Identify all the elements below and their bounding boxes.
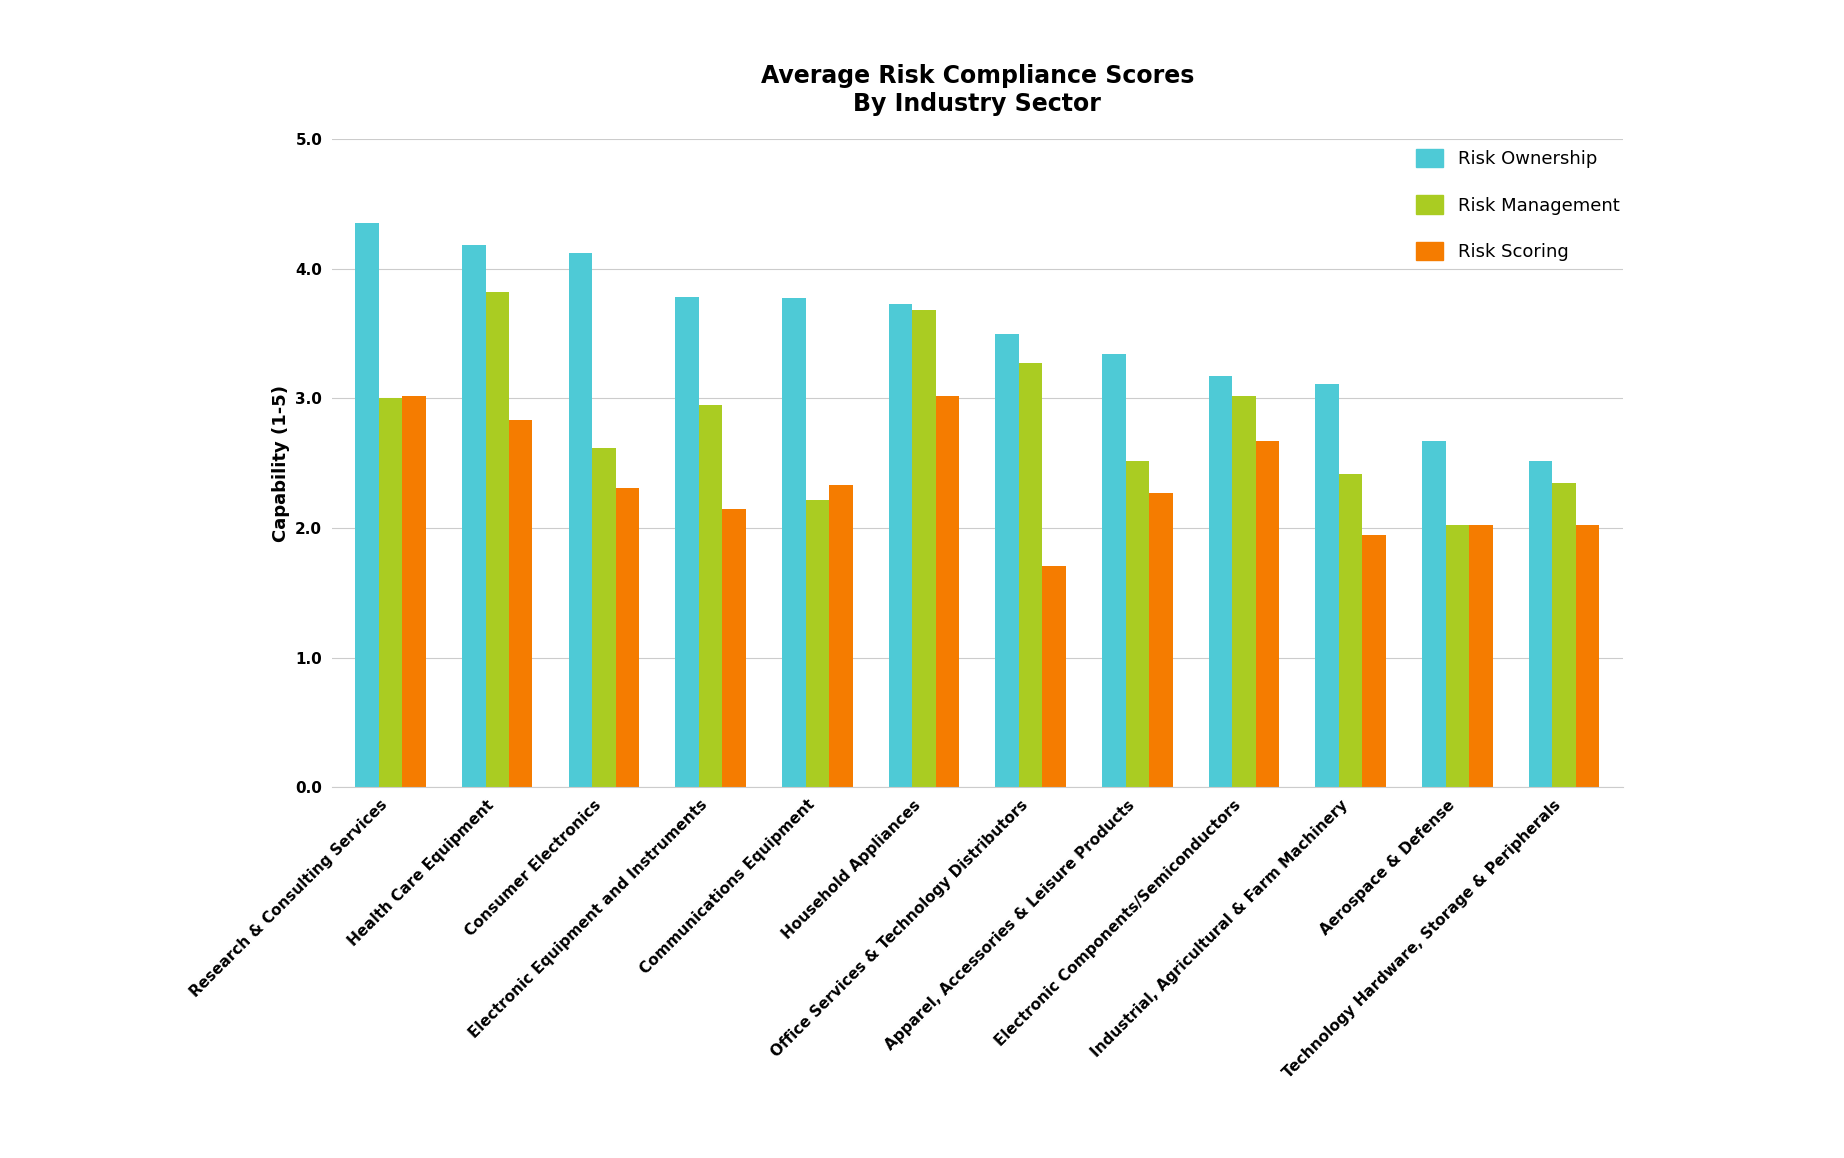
Bar — [699, 405, 723, 787]
Bar — [356, 223, 378, 787]
Y-axis label: Capability (1-5): Capability (1-5) — [271, 384, 290, 542]
Bar — [1232, 396, 1256, 787]
Bar — [509, 420, 533, 787]
Bar — [568, 254, 592, 787]
Bar — [782, 299, 806, 787]
Legend: Risk Ownership, Risk Management, Risk Scoring: Risk Ownership, Risk Management, Risk Sc… — [1409, 141, 1626, 269]
Bar — [616, 488, 640, 787]
Bar — [463, 245, 485, 787]
Bar — [1363, 535, 1387, 787]
Bar — [675, 298, 699, 787]
Bar — [1315, 384, 1339, 787]
Bar — [1339, 474, 1363, 787]
Bar — [1149, 493, 1173, 787]
Bar — [913, 310, 935, 787]
Bar — [806, 499, 830, 787]
Bar — [1210, 376, 1232, 787]
Bar — [592, 448, 616, 787]
Bar — [1470, 526, 1492, 787]
Bar — [1042, 565, 1066, 787]
Bar — [1103, 354, 1125, 787]
Bar — [889, 303, 913, 787]
Bar — [830, 485, 852, 787]
Bar — [1446, 526, 1470, 787]
Bar — [1577, 526, 1599, 787]
Bar — [378, 398, 402, 787]
Bar — [996, 334, 1020, 787]
Bar — [723, 508, 745, 787]
Bar — [1553, 483, 1577, 787]
Bar — [485, 292, 509, 787]
Bar — [1256, 441, 1280, 787]
Bar — [1529, 461, 1553, 787]
Bar — [1125, 461, 1149, 787]
Title: Average Risk Compliance Scores
By Industry Sector: Average Risk Compliance Scores By Indust… — [760, 65, 1195, 116]
Bar — [1422, 441, 1446, 787]
Bar — [402, 396, 426, 787]
Bar — [1020, 364, 1042, 787]
Bar — [935, 396, 959, 787]
